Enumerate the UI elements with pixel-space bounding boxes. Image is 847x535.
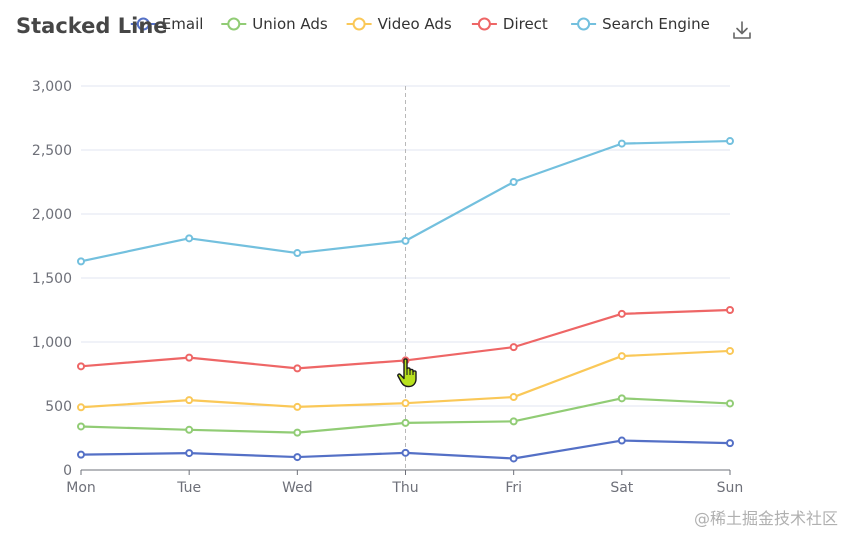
y-tick-label: 1,500 xyxy=(32,271,72,287)
series-search-engine xyxy=(77,137,734,266)
legend-label: Email xyxy=(162,15,204,33)
legend: Email Union Ads Video Ads Direct Search Engi… xyxy=(130,15,710,33)
legend-item-search-engine[interactable]: Search Engine xyxy=(571,15,710,33)
data-point[interactable] xyxy=(293,428,302,437)
legend-item-video-ads[interactable]: Video Ads xyxy=(346,15,452,33)
y-tick-label: 500 xyxy=(45,399,72,415)
data-point[interactable] xyxy=(509,417,518,426)
data-point[interactable] xyxy=(77,450,85,459)
legend-item-direct[interactable]: Direct xyxy=(471,15,548,33)
data-point[interactable] xyxy=(77,422,85,431)
legend-label: Direct xyxy=(503,15,548,33)
data-point[interactable] xyxy=(726,306,734,314)
x-tick-label: Sat xyxy=(610,480,633,496)
series-video-ads xyxy=(77,346,734,412)
y-tick-label: 1,000 xyxy=(32,335,72,351)
data-point[interactable] xyxy=(726,439,734,448)
data-point[interactable] xyxy=(401,448,410,457)
data-point[interactable] xyxy=(726,137,734,146)
data-point[interactable] xyxy=(185,425,194,434)
data-point[interactable] xyxy=(401,418,410,427)
x-tick-label: Tue xyxy=(176,480,201,496)
data-point[interactable] xyxy=(401,399,410,408)
data-point[interactable] xyxy=(293,402,302,411)
legend-marker-icon xyxy=(577,17,591,31)
legend-marker-icon xyxy=(227,17,241,31)
data-point[interactable] xyxy=(293,453,302,462)
data-point[interactable] xyxy=(509,343,518,352)
data-point[interactable] xyxy=(185,353,194,362)
y-tick-label: 0 xyxy=(63,463,72,479)
y-tick-label: 2,000 xyxy=(32,207,72,223)
watermark-text: @稀土掘金技术社区 xyxy=(694,509,838,528)
data-point[interactable] xyxy=(185,396,194,405)
data-point[interactable] xyxy=(726,399,734,408)
series-email xyxy=(77,436,734,463)
x-tick-label: Thu xyxy=(391,480,418,496)
data-point[interactable] xyxy=(509,393,518,402)
data-point[interactable] xyxy=(617,352,626,361)
legend-item-email[interactable]: Email xyxy=(130,15,204,33)
y-tick-label: 3,000 xyxy=(32,79,72,95)
data-point[interactable] xyxy=(509,178,518,186)
data-point[interactable] xyxy=(401,236,410,245)
series-union-ads xyxy=(77,394,734,437)
data-point[interactable] xyxy=(509,454,518,463)
x-tick-label: Mon xyxy=(66,480,96,496)
data-point[interactable] xyxy=(617,309,626,318)
legend-item-union-ads[interactable]: Union Ads xyxy=(221,15,328,33)
data-point[interactable] xyxy=(293,364,302,373)
y-tick-label: 2,500 xyxy=(32,143,72,159)
data-point[interactable] xyxy=(77,257,85,266)
legend-label: Union Ads xyxy=(252,15,328,33)
x-tick-label: Sun xyxy=(717,480,744,496)
download-icon[interactable] xyxy=(729,17,755,43)
legend-label: Video Ads xyxy=(378,15,452,33)
data-point[interactable] xyxy=(185,234,194,243)
data-point[interactable] xyxy=(77,362,85,371)
legend-marker-icon xyxy=(352,17,366,31)
data-point[interactable] xyxy=(617,436,626,445)
data-point[interactable] xyxy=(617,139,626,148)
chart-title: Stacked Line xyxy=(16,14,168,38)
x-tick-label: Fri xyxy=(505,480,522,496)
legend-label: Search Engine xyxy=(602,15,710,33)
data-point[interactable] xyxy=(726,346,734,355)
data-point[interactable] xyxy=(617,394,626,403)
axes: 0 500 1,000 1,500 2,000 2,500 3,000 Mon Tue Wed Th… xyxy=(32,79,743,496)
data-point[interactable] xyxy=(77,403,85,412)
data-point[interactable] xyxy=(293,249,302,258)
data-point[interactable] xyxy=(185,449,194,458)
hand-pointer-icon xyxy=(397,358,417,388)
legend-marker-icon xyxy=(136,17,150,31)
legend-marker-icon xyxy=(477,17,491,31)
x-tick-label: Wed xyxy=(282,480,313,496)
